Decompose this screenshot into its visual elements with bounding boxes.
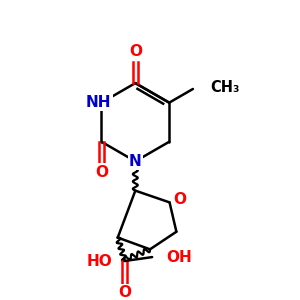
Text: HO: HO: [87, 254, 113, 269]
Text: O: O: [95, 165, 108, 180]
Text: O: O: [173, 192, 186, 207]
Text: CH₃: CH₃: [211, 80, 240, 94]
Text: OH: OH: [166, 250, 192, 265]
Text: O: O: [118, 285, 131, 300]
Text: NH: NH: [86, 95, 111, 110]
Text: N: N: [129, 154, 142, 169]
Text: O: O: [129, 44, 142, 59]
